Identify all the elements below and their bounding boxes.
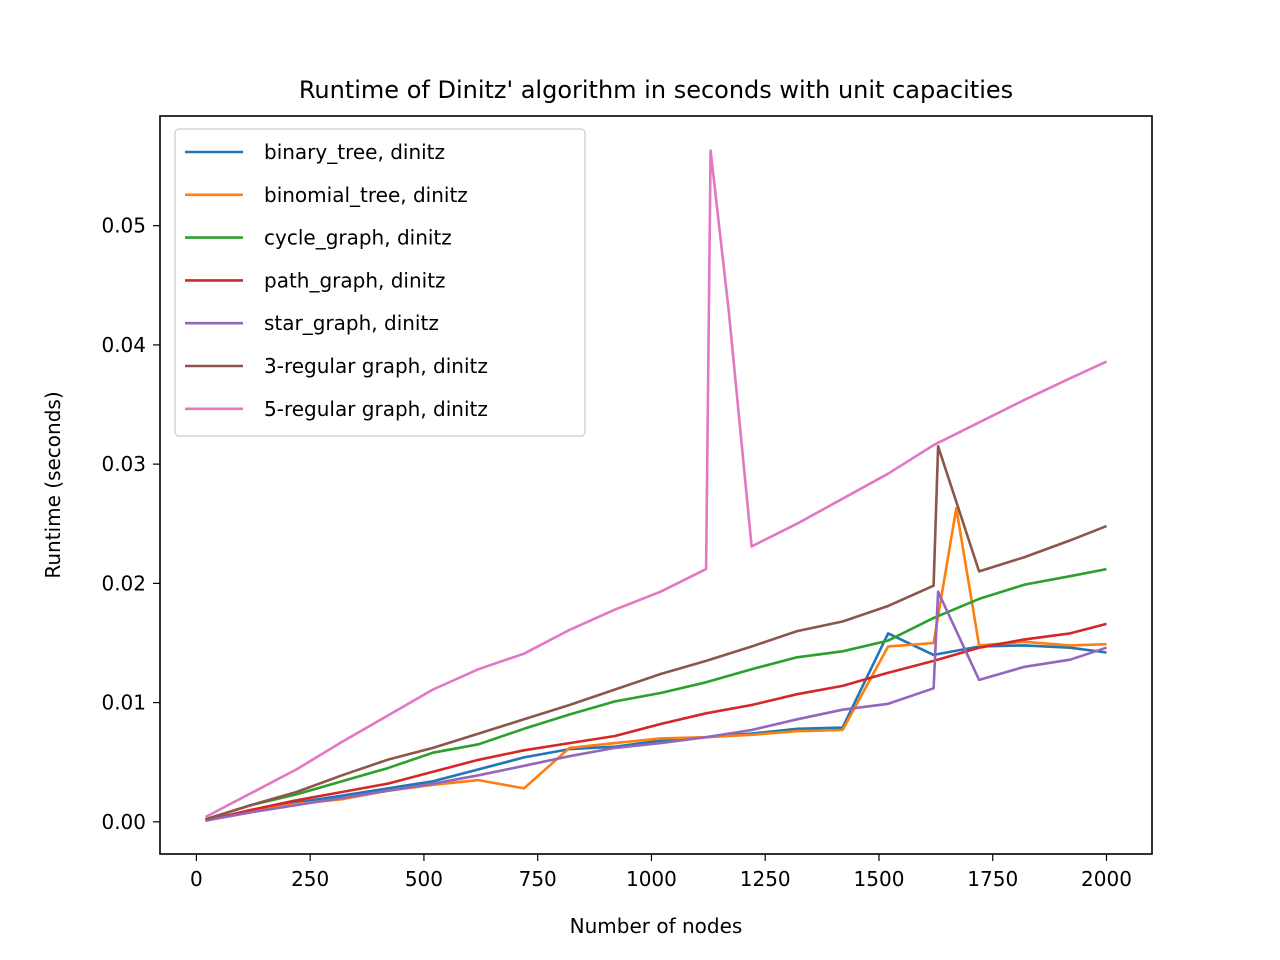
x-tick-label: 1000 <box>626 867 677 891</box>
legend-label: 5-regular graph, dinitz <box>264 397 488 421</box>
x-tick-label: 750 <box>519 867 557 891</box>
x-tick-label: 500 <box>405 867 443 891</box>
legend: binary_tree, dinitz binomial_tree, dinitz… <box>174 128 586 437</box>
series-line-2 <box>205 567 1107 821</box>
x-tick-label: 2000 <box>1081 867 1132 891</box>
legend-label: binomial_tree, dinitz <box>264 183 468 207</box>
legend-label: star_graph, dinitz <box>264 311 439 335</box>
y-tick-label: 0.05 <box>101 214 146 238</box>
y-tick-label: 0.04 <box>101 333 146 357</box>
plot-lines <box>204 149 1108 822</box>
y-tick-label: 0.03 <box>101 452 146 476</box>
plot-frame <box>159 115 1153 855</box>
series-line-4 <box>205 590 1107 822</box>
series-line-3 <box>205 622 1107 822</box>
x-tick-label: 0 <box>190 867 203 891</box>
x-axis: 0 250 500 750 1000 1250 1500 1750 2000 <box>190 854 1132 891</box>
legend-label: binary_tree, dinitz <box>264 140 445 164</box>
y-tick-label: 0.01 <box>101 691 146 715</box>
y-axis-label: Runtime (seconds) <box>41 391 65 578</box>
series-line-6 <box>204 149 1108 819</box>
y-tick-label: 0.02 <box>101 571 146 595</box>
x-tick-label: 1500 <box>854 867 905 891</box>
y-axis: 0.00 0.01 0.02 0.03 0.04 0.05 <box>101 214 160 834</box>
x-tick-label: 1750 <box>967 867 1018 891</box>
series-line-5 <box>205 445 1107 821</box>
legend-box <box>174 128 586 437</box>
chart-title: Runtime of Dinitz' algorithm in seconds … <box>299 76 1013 104</box>
legend-label: path_graph, dinitz <box>264 268 446 292</box>
x-tick-label: 1250 <box>740 867 791 891</box>
x-axis-label: Number of nodes <box>570 914 743 938</box>
legend-label: 3-regular graph, dinitz <box>264 354 488 378</box>
legend-label: cycle_graph, dinitz <box>264 226 452 250</box>
x-tick-label: 250 <box>291 867 329 891</box>
y-tick-label: 0.00 <box>101 810 146 834</box>
